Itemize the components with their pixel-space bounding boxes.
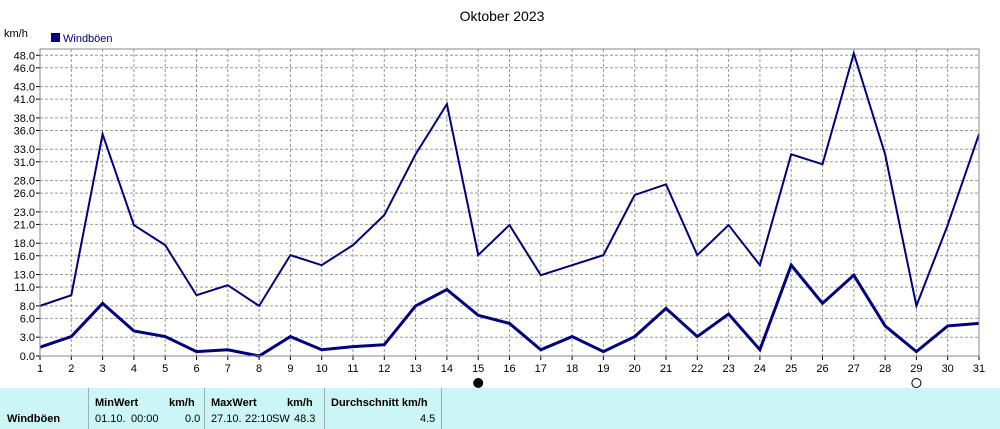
x-tick-label: 24 bbox=[754, 363, 766, 375]
series-line-1 bbox=[39, 49, 980, 310]
x-tick-label: 27 bbox=[848, 363, 860, 375]
x-tick-label: 16 bbox=[503, 363, 515, 375]
stats-min-cell: MinWert km/h 01.10. 00:00 0.0 bbox=[88, 388, 204, 429]
y-tick-label: 16.0 bbox=[14, 251, 35, 263]
stats-max-dir: SW bbox=[272, 413, 290, 425]
x-tick-label: 23 bbox=[722, 363, 734, 375]
y-tick-label: 41.0 bbox=[14, 94, 35, 106]
x-tick-label: 7 bbox=[225, 363, 231, 375]
x-tick-label: 6 bbox=[193, 363, 199, 375]
series-line-2 bbox=[39, 262, 980, 358]
plot-frame bbox=[39, 48, 980, 357]
x-tick-label: 19 bbox=[597, 363, 609, 375]
y-tick-label: 48.0 bbox=[14, 50, 35, 62]
stats-avg-cell: Durchschnitt km/h 4.5 bbox=[324, 388, 442, 429]
y-tick-label: 8.0 bbox=[20, 301, 35, 313]
x-tick-label: 5 bbox=[162, 363, 168, 375]
y-tick-label: 11.0 bbox=[14, 282, 35, 294]
y-tick-label: 13.0 bbox=[14, 270, 35, 282]
x-tick-label: 10 bbox=[316, 363, 328, 375]
stats-min-date: 01.10. bbox=[95, 413, 126, 425]
x-tick-label: 11 bbox=[347, 363, 358, 375]
stats-max-time: 22:10 bbox=[245, 413, 273, 425]
stats-min-value: 0.0 bbox=[185, 413, 201, 425]
full-moon-marker bbox=[473, 378, 484, 388]
chart: Oktober 2023 km/h Windböen 0.0 3.0 6.08.0 1… bbox=[4, 8, 985, 388]
x-tick-label: 17 bbox=[535, 363, 547, 375]
x-tick-label: 8 bbox=[256, 363, 262, 375]
y-tick-label: 0.0 bbox=[20, 351, 35, 363]
y-tick-label: 23.0 bbox=[14, 207, 35, 219]
stats-max-header: MaxWert bbox=[211, 397, 257, 409]
y-tick-label: 18.0 bbox=[14, 238, 35, 250]
y-tick-label: 33.0 bbox=[14, 144, 35, 156]
y-tick-label: 3.0 bbox=[20, 332, 35, 344]
chart-title: Oktober 2023 bbox=[460, 8, 545, 24]
y-axis-unit: km/h bbox=[4, 28, 28, 40]
y-tick-label: 26.0 bbox=[14, 188, 35, 200]
stats-min-header: MinWert bbox=[95, 397, 139, 409]
stats-min-unit: km/h bbox=[169, 397, 195, 409]
x-tick-label: 18 bbox=[566, 363, 578, 375]
stats-max-cell: MaxWert km/h 27.10. 22:10 SW 48.3 bbox=[204, 388, 324, 429]
new-moon-marker bbox=[911, 378, 922, 388]
x-tick-label: 28 bbox=[879, 363, 891, 375]
y-tick-label: 38.0 bbox=[14, 113, 35, 125]
x-tick-label: 30 bbox=[942, 363, 954, 375]
stats-row-label: Windböen bbox=[7, 413, 61, 425]
x-tick-label: 1 bbox=[37, 363, 43, 375]
x-tick-label: 13 bbox=[409, 363, 421, 375]
y-tick-label: 28.0 bbox=[14, 176, 35, 188]
stats-avg-header: Durchschnitt km/h bbox=[331, 397, 428, 409]
x-tick-label: 15 bbox=[472, 363, 484, 375]
x-tick-label: 25 bbox=[785, 363, 797, 375]
stats-table: Windböen MinWert km/h 01.10. 00:00 0.0 M… bbox=[0, 388, 1000, 429]
y-tick-label: 36.0 bbox=[14, 125, 35, 137]
x-tick-label: 12 bbox=[378, 363, 390, 375]
x-tick-label: 29 bbox=[910, 363, 922, 375]
stats-avg-value: 4.5 bbox=[420, 413, 436, 425]
x-tick-label: 2 bbox=[68, 363, 74, 375]
legend-label: Windböen bbox=[63, 33, 113, 45]
y-tick-label: 21.0 bbox=[14, 219, 35, 231]
x-tick-label: 9 bbox=[287, 363, 293, 375]
x-tick-label: 22 bbox=[691, 363, 703, 375]
x-tick-label: 3 bbox=[100, 363, 106, 375]
stats-max-unit: km/h bbox=[287, 397, 313, 409]
x-tick-label: 4 bbox=[131, 363, 137, 375]
x-tick-label: 21 bbox=[660, 363, 672, 375]
x-tick-label: 20 bbox=[629, 363, 641, 375]
y-tick-label: 43.0 bbox=[14, 82, 35, 94]
y-tick-label: 6.0 bbox=[20, 313, 35, 325]
x-tick-label: 14 bbox=[441, 363, 453, 375]
stats-max-value: 48.3 bbox=[294, 413, 316, 425]
y-tick-label: 46.0 bbox=[14, 63, 35, 75]
x-tick-label: 31 bbox=[973, 363, 985, 375]
stats-min-time: 00:00 bbox=[131, 413, 159, 425]
stats-max-date: 27.10. bbox=[211, 413, 242, 425]
legend-swatch bbox=[51, 33, 60, 42]
y-tick-label: 31.0 bbox=[14, 157, 35, 169]
x-tick-label: 26 bbox=[816, 363, 828, 375]
